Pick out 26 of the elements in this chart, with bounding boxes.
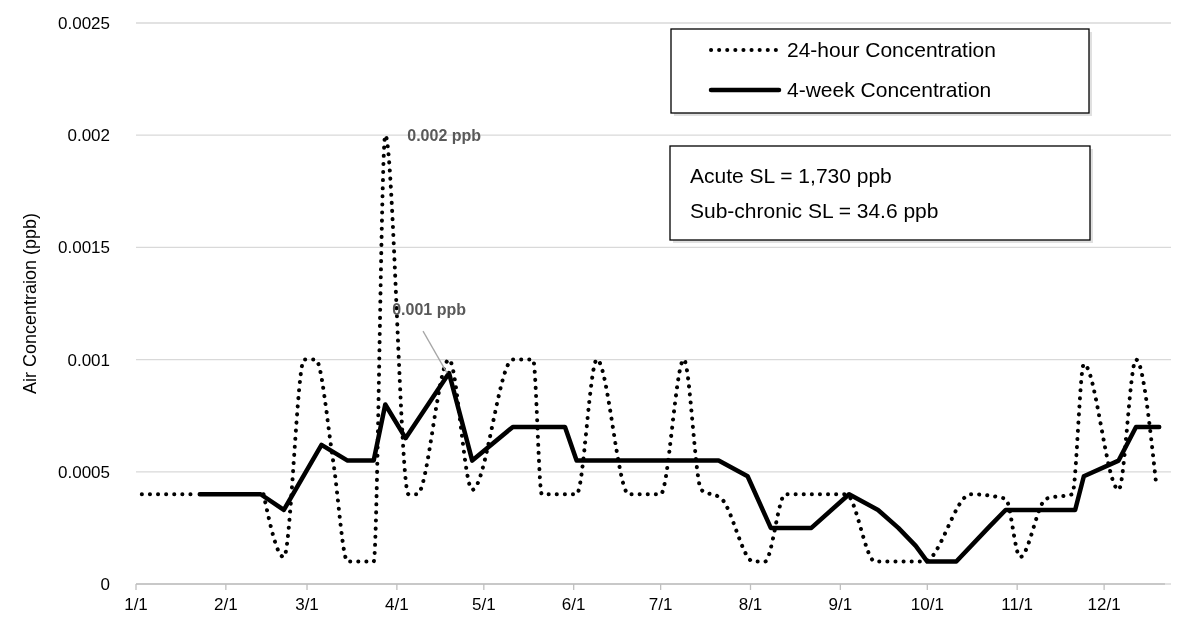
x-tick-label: 6/1 bbox=[561, 595, 586, 614]
annotation: Acute SL = 1,730 ppb bbox=[690, 164, 892, 188]
y-tick-label: 0.001 bbox=[67, 350, 110, 370]
x-tick-label: 11/1 bbox=[1001, 595, 1034, 614]
note-box: Acute SL = 1,730 ppb Sub-chronic SL = 34.6 ppb bbox=[669, 145, 1093, 243]
legend-label: 24-hour Concentration bbox=[787, 38, 996, 62]
annotation: 0.001 ppb bbox=[392, 301, 467, 319]
x-tick-label: 4/1 bbox=[385, 595, 409, 614]
y-tick-label: 0.002 bbox=[67, 126, 110, 146]
x-tick-label: 1/1 bbox=[124, 595, 148, 614]
x-tick-label: 10/1 bbox=[910, 595, 944, 614]
y-tick-label: 0.0005 bbox=[58, 462, 110, 482]
x-tick-label: 12/1 bbox=[1087, 595, 1121, 614]
legend-label: 4-week Concentration bbox=[787, 78, 992, 102]
x-tick-label: 5/1 bbox=[472, 595, 496, 614]
x-tick-label: 7/1 bbox=[648, 595, 673, 614]
x-tick-label: 9/1 bbox=[828, 595, 853, 614]
y-tick-label: 0.0025 bbox=[58, 13, 110, 33]
annotation: 0.002 ppb bbox=[407, 126, 482, 144]
y-tick-label: 0.0015 bbox=[58, 238, 110, 258]
x-tick-label: 2/1 bbox=[214, 595, 238, 614]
x-tick-label: 3/1 bbox=[295, 595, 319, 614]
annotation: Sub-chronic SL = 34.6 ppb bbox=[690, 199, 939, 223]
y-axis-title: Air Concentraion (ppb) bbox=[20, 212, 40, 395]
y-tick-label: 0 bbox=[100, 574, 110, 594]
x-tick-label: 8/1 bbox=[738, 595, 763, 614]
